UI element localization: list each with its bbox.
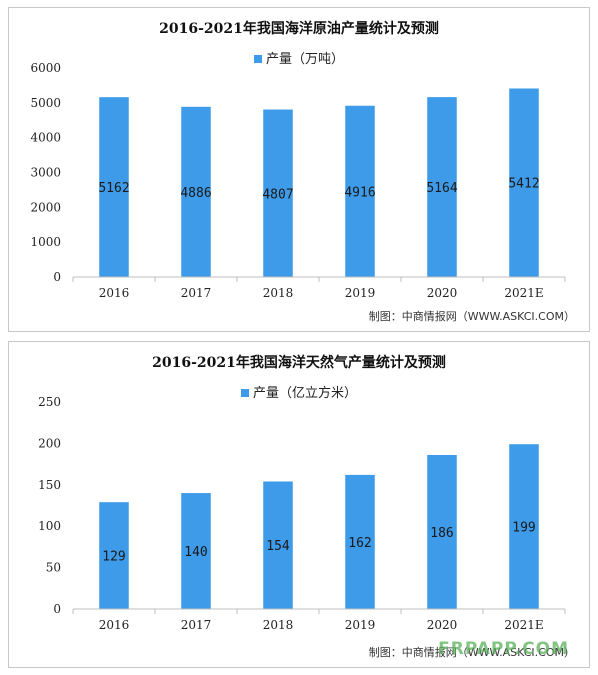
x-tick-label: 2018 [263, 286, 294, 300]
source-note: 制图：中商情报网（WWW.ASKCI.COM） [368, 646, 575, 659]
x-tick-label: 2020 [427, 618, 458, 632]
x-tick-label: 2017 [181, 286, 212, 300]
crude-oil-chart-panel: 2016-2021年我国海洋原油产量统计及预测 产量（万吨） 0 1000 2000… [8, 7, 590, 332]
x-tick-label: 2017 [181, 618, 212, 632]
bar [345, 474, 375, 609]
bar [509, 88, 539, 278]
crude-oil-bar-chart: 0 1000 2000 3000 4000 5000 6000 2016 2017 2018 201… [30, 61, 566, 300]
x-tick-label: 2016 [99, 286, 130, 300]
y-tick-label: 6000 [30, 61, 61, 75]
natural-gas-bar-chart: 0 50 100 150 200 250 2016 2017 2018 2019 2020 2021E… [38, 395, 566, 632]
y-tick-label: 0 [53, 270, 61, 284]
legend-swatch [240, 388, 249, 397]
watermark-logo: FRPAPP.COM [438, 639, 569, 659]
y-tick-label: 50 [46, 561, 61, 575]
legend-label: 产量（亿立方米） [252, 386, 357, 401]
y-tick-label: 3000 [30, 166, 61, 180]
bar [181, 106, 211, 277]
x-tick-label: 2019 [345, 618, 376, 632]
data-label: 140 [184, 545, 207, 560]
data-label: 186 [430, 526, 453, 541]
data-label: 129 [102, 550, 125, 565]
bar [345, 105, 375, 277]
chart-title: 2016-2021年我国海洋原油产量统计及预测 [159, 21, 439, 37]
bar [427, 454, 457, 609]
y-tick-label: 5000 [30, 96, 61, 110]
data-label: 4807 [262, 187, 293, 202]
data-label: 5164 [426, 181, 457, 196]
bar [181, 493, 211, 609]
data-label: 199 [512, 521, 535, 536]
bar [263, 481, 293, 609]
x-tick-label: 2021E [504, 286, 543, 300]
bar [99, 502, 129, 609]
legend-label: 产量（万吨） [265, 52, 344, 67]
data-label: 154 [266, 539, 290, 554]
chart-legend: 产量（亿立方米） [9, 382, 589, 401]
bar [99, 97, 129, 277]
data-label: 4886 [180, 186, 211, 201]
bar [263, 109, 293, 277]
bar [427, 97, 457, 277]
bar [509, 444, 539, 609]
data-label: 162 [348, 536, 371, 551]
chart-legend: 产量（万吨） [9, 48, 589, 67]
y-tick-label: 0 [53, 602, 61, 616]
y-tick-label: 150 [38, 478, 61, 492]
x-tick-label: 2020 [427, 286, 458, 300]
natural-gas-chart-panel: 2016-2021年我国海洋天然气产量统计及预测 产量（亿立方米） 0 50 100… [8, 341, 590, 668]
source-note: 制图：中商情报网（WWW.ASKCI.COM） [368, 310, 575, 323]
y-tick-label: 100 [38, 519, 61, 533]
data-label: 4916 [344, 185, 375, 200]
legend-swatch [253, 54, 262, 63]
x-tick-label: 2018 [263, 618, 294, 632]
data-label: 5162 [98, 181, 129, 196]
chart-title: 2016-2021年我国海洋天然气产量统计及预测 [152, 355, 446, 371]
x-tick-label: 2021E [504, 618, 543, 632]
y-tick-label: 2000 [30, 200, 61, 214]
data-label: 5412 [508, 177, 539, 192]
x-tick-label: 2016 [99, 618, 130, 632]
x-tick-label: 2019 [345, 286, 376, 300]
y-tick-label: 4000 [30, 131, 61, 145]
y-tick-label: 200 [38, 436, 61, 450]
y-tick-label: 1000 [30, 235, 61, 249]
y-tick-label: 250 [38, 395, 61, 409]
